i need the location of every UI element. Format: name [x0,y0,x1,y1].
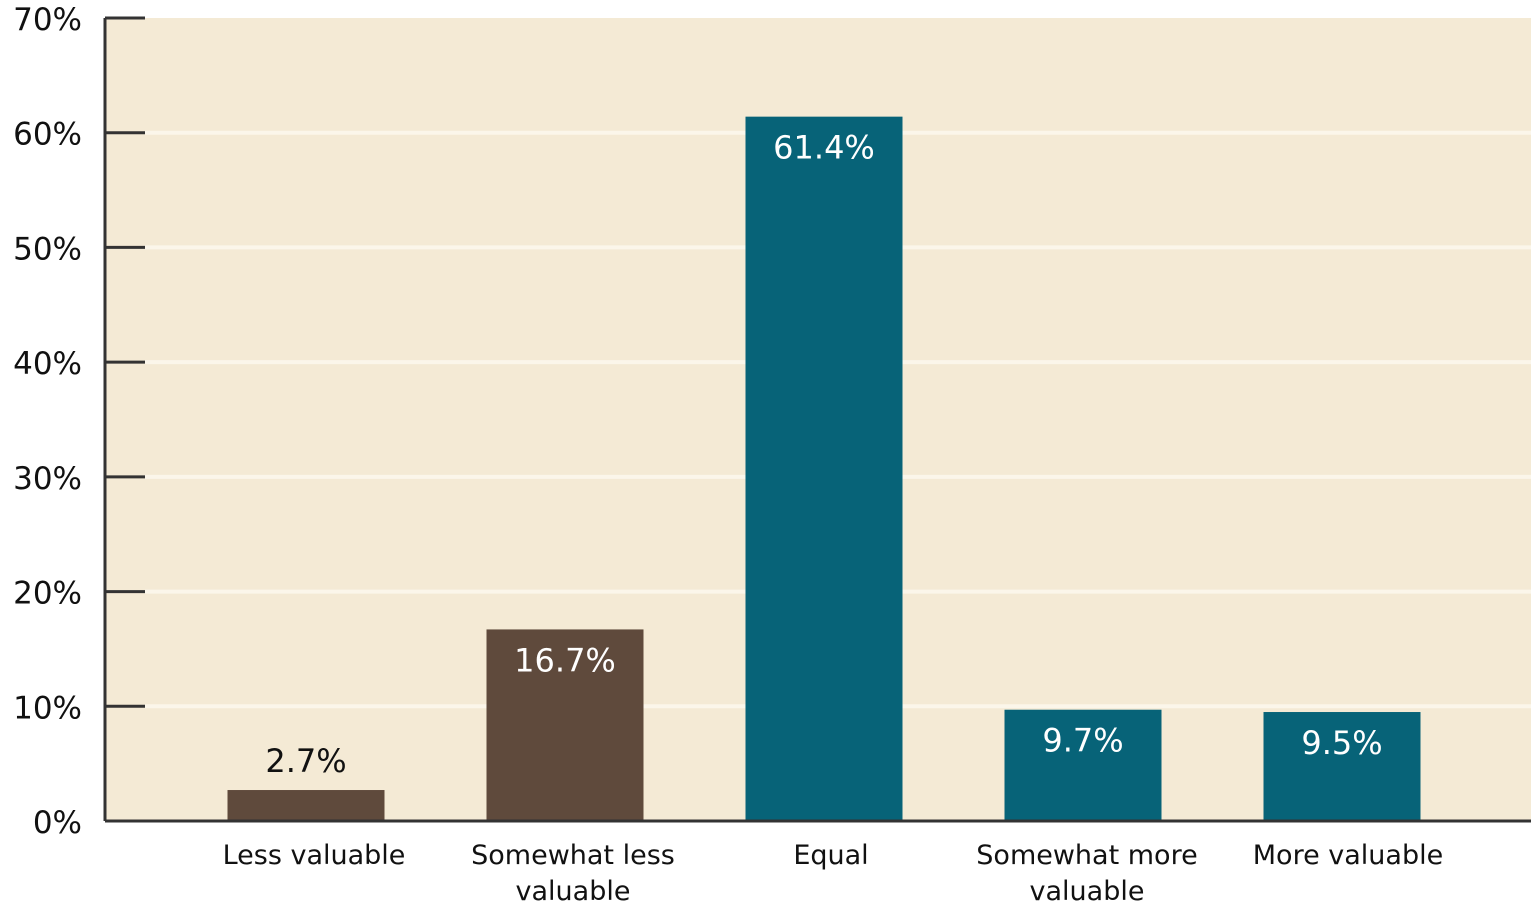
y-tick-label-20: 20% [13,576,82,612]
y-tick-label-40: 40% [13,346,82,382]
axes [103,16,1531,823]
y-tick-label-50: 50% [13,231,82,267]
x-tick-label-line: Somewhat less [471,840,675,871]
bar-4 [1263,712,1421,821]
y-tick-label-10: 10% [13,690,82,726]
y-tick-labels: 0% 10% 20% 30% 40% 50% 60% 70% [13,2,82,841]
x-tick-label-1: Somewhat less valuable [471,840,675,902]
data-label-3: 9.7% [1042,722,1123,760]
data-label-0: 2.7% [265,742,346,780]
x-tick-label-4: More valuable [1253,840,1443,871]
x-tick-label-line: More valuable [1253,840,1443,871]
x-tick-label-line: valuable [1030,876,1145,902]
bar-3 [1004,709,1162,821]
x-tick-label-line: Somewhat more [976,840,1197,871]
x-tick-label-2: Equal [793,840,868,871]
x-tick-label-line: valuable [516,876,631,902]
data-label-2: 61.4% [773,129,875,167]
y-tick-label-70: 70% [13,2,82,38]
x-tick-label-line: Equal [793,840,868,871]
data-label-4: 9.5% [1301,724,1382,762]
y-tick-label-30: 30% [13,461,82,497]
y-tick-label-60: 60% [13,117,82,153]
x-tick-label-3: Somewhat more valuable [976,840,1197,902]
x-tick-label-line: Less valuable [223,840,406,871]
data-labels: 2.7% 16.7% 61.4% 9.7% 9.5% [265,129,1382,780]
bar-0 [227,790,385,821]
data-label-1: 16.7% [514,641,616,679]
bars [227,116,1421,821]
bar-2 [745,116,903,821]
y-tick-label-0: 0% [33,805,82,841]
x-tick-label-0: Less valuable [223,840,406,871]
bar-1 [486,629,644,821]
x-tick-labels: Less valuable Somewhat less valuable Equal S… [223,840,1444,906]
